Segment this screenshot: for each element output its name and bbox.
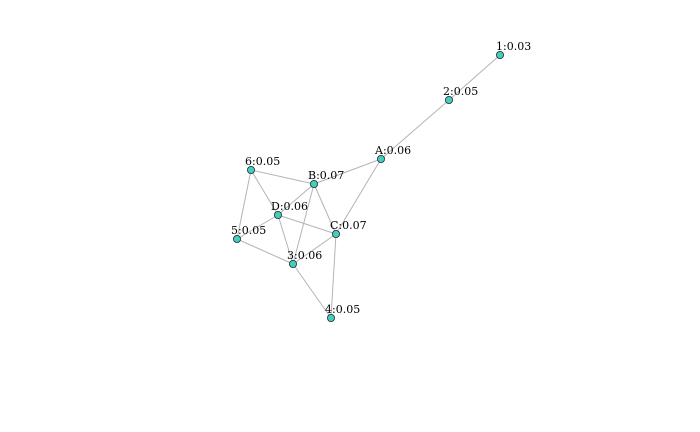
node-label-5: 5:0.05: [231, 224, 266, 237]
edge-C-3: [292, 233, 337, 265]
node-label-2: 2:0.05: [443, 85, 478, 98]
edge-B-3: [292, 183, 315, 265]
node-label-6: 6:0.05: [245, 155, 280, 168]
node-1: [495, 51, 504, 60]
node-C: [331, 229, 340, 238]
edge-C-4: [330, 233, 337, 319]
node-label-B: B:0.07: [308, 169, 344, 182]
node-2: [444, 96, 453, 105]
node-layer: [232, 51, 504, 322]
node-label-4: 4:0.05: [325, 303, 360, 316]
edge-6-B: [250, 169, 315, 185]
edge-3-4: [292, 263, 332, 319]
edge-D-5: [236, 214, 279, 240]
node-label-3: 3:0.06: [287, 249, 322, 262]
node-B: [309, 179, 318, 188]
node-A: [376, 154, 385, 163]
edge-B-D: [277, 183, 315, 216]
edge-A-B: [313, 158, 382, 185]
edge-6-D: [250, 169, 279, 216]
node-5: [232, 234, 241, 243]
edge-2-A: [380, 99, 450, 160]
edge-B-C: [313, 183, 337, 235]
edge-A-C: [335, 158, 382, 235]
edge-5-3: [236, 238, 294, 265]
node-4: [326, 313, 335, 322]
node-3: [288, 259, 297, 268]
node-6: [246, 165, 255, 174]
edge-D-C: [277, 214, 337, 235]
edge-6-5: [236, 169, 252, 240]
node-label-C: C:0.07: [330, 219, 367, 232]
node-label-A: A:0.06: [374, 144, 411, 157]
edge-1-2: [448, 54, 501, 101]
edge-layer: [236, 54, 501, 319]
node-D: [273, 210, 282, 219]
edge-D-3: [277, 214, 294, 265]
node-label-D: D:0.06: [271, 200, 308, 213]
node-label-1: 1:0.03: [496, 40, 531, 53]
label-layer: 1:0.03 2:0.05 A:0.06 6:0.05 B:0.07 D:0.06 C:0.…: [231, 40, 531, 316]
